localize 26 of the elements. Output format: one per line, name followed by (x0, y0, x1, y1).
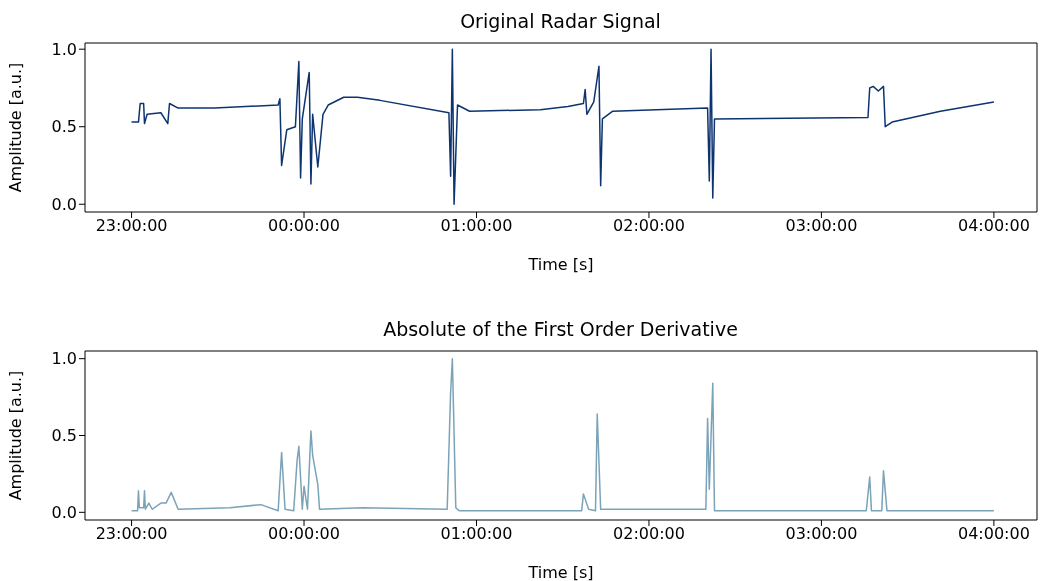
y-tick-label: 0.0 (51, 194, 77, 214)
x-tick-label: 01:00:00 (440, 524, 513, 544)
x-tick-label: 03:00:00 (785, 216, 858, 236)
y-tick-label: 0.5 (51, 117, 77, 137)
y-axis-title: Amplitude [a.u.] (5, 370, 25, 501)
x-axis-title: Time [s] (527, 255, 594, 274)
x-tick-label: 00:00:00 (268, 216, 340, 236)
y-tick-label: 0.5 (51, 426, 77, 446)
y-tick-label: 1.0 (51, 39, 77, 59)
line-series (130, 48, 995, 205)
line-series (130, 357, 995, 512)
x-axis-title: Time [s] (527, 563, 594, 581)
y-axis-title: Amplitude [a.u.] (5, 62, 25, 193)
x-tick-label: 03:00:00 (785, 524, 858, 544)
x-tick-label: 02:00:00 (613, 524, 685, 544)
chart-title: Original Radar Signal (459, 9, 662, 34)
x-tick-label: 23:00:00 (95, 524, 168, 544)
y-tick-label: 1.0 (51, 349, 77, 369)
x-tick-label: 02:00:00 (613, 216, 685, 236)
x-tick-label: 04:00:00 (957, 524, 1030, 544)
x-tick-label: 01:00:00 (440, 216, 513, 236)
chart-title: Absolute of the First Order Derivative (382, 317, 739, 342)
x-tick-label: 04:00:00 (957, 216, 1030, 236)
x-tick-label: 23:00:00 (95, 216, 168, 236)
x-tick-label: 00:00:00 (268, 524, 340, 544)
y-tick-label: 0.0 (51, 503, 77, 522)
